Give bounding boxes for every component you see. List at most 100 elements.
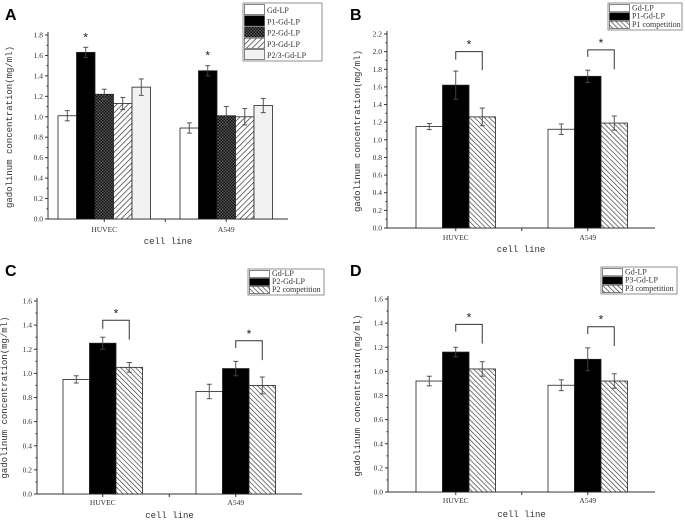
legend-swatch <box>244 15 265 27</box>
panel-letter: D <box>350 263 362 280</box>
y-tick-label: 0.4 <box>374 439 384 448</box>
y-tick-label: 0.2 <box>374 463 384 472</box>
bar-p2-gd-lp-huvec <box>89 342 117 495</box>
y-tick-label: 1.0 <box>373 135 383 144</box>
bar-p2-competition-huvec <box>115 366 143 495</box>
y-tick-label: 0.4 <box>373 188 383 197</box>
error-bar <box>585 69 591 83</box>
error-bar <box>453 346 459 358</box>
y-tick-label: 0.2 <box>34 194 44 203</box>
error-bar <box>206 383 212 400</box>
bar-p3-gd-lp-huvec <box>442 351 470 493</box>
significance-star: * <box>467 310 472 324</box>
significance-star: * <box>114 306 119 320</box>
legend: Gd-LP P1-Gd-LP P2-Gd-LP P3-Gd-LP P2/3-Gd-LP <box>242 2 323 62</box>
panel-letter: C <box>5 263 17 280</box>
y-tick-label: 0.6 <box>23 417 33 426</box>
panel-letter: A <box>5 7 17 24</box>
legend-swatch <box>244 48 265 60</box>
significance-bracket <box>102 319 130 340</box>
legend-label: Gd-LP <box>625 267 647 276</box>
panel-C: C 0.0 0.2 0.4 0.6 0.8 1.0 1.2 1.4 1.6 gadolinum co… <box>0 263 325 521</box>
error-bar <box>259 376 265 395</box>
panel-D: D 0.0 0.2 0.4 0.6 0.8 1.0 1.2 1.4 1.6 gadolinum co… <box>350 263 678 520</box>
bar-p2-3-gd-lp-a549 <box>253 105 273 220</box>
legend-swatch <box>609 12 630 21</box>
legend-swatch <box>602 284 623 293</box>
y-tick-label: 2.2 <box>373 30 383 39</box>
bar-p2-gd-lp-a549 <box>222 368 250 495</box>
error-bar <box>100 336 106 350</box>
bar-p1-gd-lp-huvec <box>76 51 96 220</box>
legend-label: P2 competition <box>272 285 321 294</box>
significance-star: * <box>247 327 252 341</box>
legend-swatch <box>244 26 265 38</box>
legend-label: P1 competition <box>632 20 681 29</box>
error-bar <box>73 375 79 384</box>
bar-p2-3-gd-lp-huvec <box>131 86 151 220</box>
legend-label: P2/3-Gd-LP <box>267 51 307 60</box>
legend-swatch <box>602 276 623 285</box>
legend-label: Gd-LP <box>272 269 294 278</box>
significance-bracket <box>587 49 615 70</box>
y-axis-label: gadolinum concentration(mg/ml) <box>5 46 15 208</box>
error-bar <box>260 97 266 114</box>
error-bar <box>186 122 192 134</box>
y-tick-label: 0.0 <box>34 215 44 224</box>
error-bar <box>585 347 591 372</box>
y-tick-label: 0.0 <box>374 488 384 497</box>
y-tick-label: 0.6 <box>34 153 44 162</box>
error-bar <box>101 88 107 100</box>
legend-swatch <box>244 37 265 49</box>
y-tick-label: 1.6 <box>23 297 33 306</box>
y-axis-label: gadolinum concentration(mg/ml) <box>353 314 363 476</box>
legend-swatch <box>249 286 270 294</box>
y-tick-label: 1.2 <box>373 118 383 127</box>
y-tick-label: 1.2 <box>23 345 33 354</box>
legend-label: P1-Gd-LP <box>632 12 665 21</box>
x-tick-label: A549 <box>218 225 235 234</box>
y-tick-label: 0.4 <box>34 174 44 183</box>
x-tick-label: HUVEC <box>91 225 117 234</box>
y-tick-label: 1.2 <box>374 343 384 352</box>
legend-swatch <box>602 268 623 277</box>
y-tick-label: 0.8 <box>373 153 383 162</box>
y-tick-label: 1.4 <box>34 71 44 80</box>
significance-star: * <box>83 30 88 44</box>
y-tick-label: 0.8 <box>23 393 33 402</box>
error-bar <box>138 78 144 96</box>
y-tick-label: 0.6 <box>373 171 383 180</box>
significance-bracket <box>235 340 263 361</box>
bar-gd-lp-huvec <box>415 380 443 493</box>
bar-p1-gd-lp-huvec <box>442 84 470 229</box>
error-bar <box>120 96 126 111</box>
bar-p2-gd-lp-huvec <box>94 93 114 220</box>
bar-p3-gd-lp-a549 <box>574 358 602 493</box>
bar-p1-competition-a549 <box>600 122 628 229</box>
x-axis-label: cell line <box>145 511 194 521</box>
panel-A: A 0.0 0.2 0.4 0.6 0.8 1.0 1.2 1.4 1.6 1.8 gadolinum… <box>5 2 323 247</box>
bar-gd-lp-a549 <box>547 128 575 229</box>
bar-p1-gd-lp-a549 <box>198 70 218 220</box>
error-bar <box>611 373 617 389</box>
bar-p2-competition-a549 <box>248 385 276 495</box>
error-bar <box>611 115 617 131</box>
y-axis-label: gadolinum concentration(mg/ml) <box>353 50 363 212</box>
significance-star: * <box>599 313 604 327</box>
legend-label: P1-Gd-LP <box>267 17 300 26</box>
x-tick-label: A549 <box>227 498 244 507</box>
y-tick-label: 1.4 <box>374 319 384 328</box>
legend-swatch <box>249 278 270 286</box>
significance-bracket <box>587 326 615 347</box>
legend-label: P3-Gd-LP <box>625 276 658 285</box>
y-tick-label: 0.4 <box>23 441 33 450</box>
y-tick-label: 1.0 <box>34 112 44 121</box>
panel-B: B 0.0 0.2 0.4 0.6 0.8 1.0 1.2 1.4 1.6 1.8 2.0 2.2 gad… <box>350 2 683 255</box>
y-tick-label: 1.4 <box>373 100 383 109</box>
error-bar <box>426 123 432 131</box>
error-bar <box>83 46 89 58</box>
y-tick-label: 0.2 <box>23 465 33 474</box>
